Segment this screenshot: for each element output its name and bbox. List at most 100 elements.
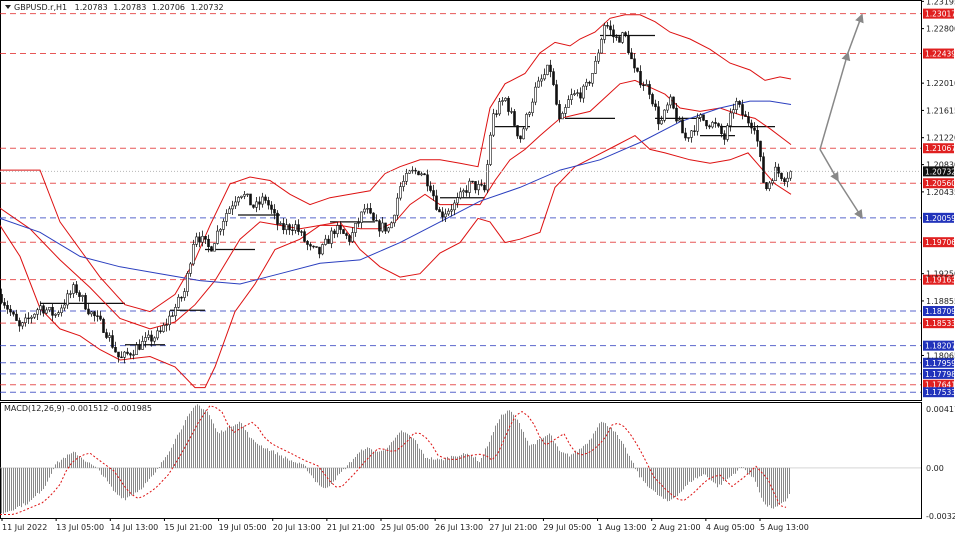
candle-body — [510, 111, 513, 113]
time-tick-label: 15 Jul 21:00 — [164, 523, 212, 532]
candle-body — [144, 337, 147, 342]
time-tick-label: 14 Jul 13:00 — [110, 523, 158, 532]
candle-body — [777, 166, 780, 174]
level-price-tag — [923, 274, 954, 285]
candle-body — [273, 209, 276, 214]
candle-body — [576, 92, 579, 94]
candle-body — [177, 296, 180, 308]
price-axis[interactable]: 1.23017 1.22439 1.21067 1.20560 1.20059 1.197… — [921, 0, 955, 398]
candle-body — [534, 86, 537, 103]
scenario-arrow-leg — [819, 149, 839, 182]
candle-body — [480, 184, 483, 186]
candle-body — [402, 180, 405, 187]
candle-body — [762, 156, 765, 183]
candle-body — [87, 308, 90, 315]
macd-axis[interactable]: 0.004176 0.00 -0.003224 — [926, 405, 955, 521]
candle-body — [654, 103, 657, 108]
candle-body — [669, 96, 672, 106]
candle-body — [147, 334, 150, 338]
candle-body — [81, 295, 84, 297]
candle-body — [348, 235, 351, 242]
candle-body — [15, 313, 18, 321]
ohlc-open: 1.20783 — [75, 3, 108, 12]
candle-body — [384, 222, 387, 232]
candle-body — [387, 227, 390, 232]
candle-body — [48, 306, 51, 311]
candle-body — [687, 137, 690, 139]
candle-body — [231, 205, 234, 210]
candle-body — [180, 296, 183, 299]
candle-body — [726, 125, 729, 140]
candle-body — [465, 190, 468, 193]
candle-body — [105, 332, 108, 338]
candle-body — [252, 204, 255, 208]
time-tick-label: 2 Aug 21:00 — [652, 523, 701, 532]
candle-body — [150, 334, 153, 342]
candle-body — [132, 354, 135, 356]
symbol-dropdown-icon[interactable] — [5, 5, 11, 9]
candle-body — [444, 213, 447, 218]
candle-body — [117, 351, 120, 358]
candle-body — [39, 305, 42, 311]
candle-body — [321, 244, 324, 255]
time-tick-label: 26 Jul 13:00 — [435, 523, 483, 532]
candle-body — [354, 222, 357, 233]
candle-body — [642, 84, 645, 87]
candle-body — [21, 322, 24, 327]
candle-body — [279, 223, 282, 225]
candle-body — [699, 114, 702, 118]
ohlc-low: 1.20706 — [152, 3, 185, 12]
level-price-tag — [923, 357, 954, 368]
candle-body — [435, 195, 438, 210]
candle-body — [399, 186, 402, 199]
candle-body — [729, 112, 732, 126]
candle-body — [504, 97, 507, 101]
candle-body — [51, 306, 54, 316]
candle-body — [483, 184, 486, 191]
candle-body — [426, 174, 429, 187]
candle-body — [789, 171, 792, 179]
candle-body — [264, 196, 267, 201]
symbol-label: GBPUSD.r,H1 — [14, 3, 67, 12]
price-tick-label: 1.23195 — [926, 0, 955, 6]
candle-body — [12, 311, 15, 315]
level-price-tag — [923, 340, 954, 351]
candle-body — [285, 224, 288, 231]
candle-body — [573, 93, 576, 95]
candle-body — [720, 125, 723, 135]
price-candles — [0, 20, 792, 364]
level-price-label: 1.18207 — [925, 342, 955, 351]
candle-body — [603, 25, 606, 40]
candle-body — [765, 182, 768, 190]
candle-body — [162, 324, 165, 332]
candle-body — [696, 117, 699, 132]
candle-body — [96, 315, 99, 317]
candle-body — [759, 140, 762, 158]
candle-body — [282, 223, 285, 231]
candle-body — [54, 313, 57, 316]
candle-body — [249, 193, 252, 206]
candle-body — [567, 99, 570, 108]
candle-body — [378, 220, 381, 232]
time-axis[interactable]: 11 Jul 2022 13 Jul 05:00 14 Jul 13:00 15 Ju… — [1, 518, 809, 532]
candle-body — [339, 225, 342, 230]
candle-body — [129, 353, 132, 356]
candle-body — [693, 130, 696, 132]
candle-body — [336, 225, 339, 235]
candle-body — [372, 212, 375, 221]
candle-body — [663, 109, 666, 121]
candle-body — [9, 308, 12, 313]
horizontal-levels — [0, 13, 921, 393]
level-price-tag — [923, 318, 954, 329]
candle-body — [201, 235, 204, 243]
level-price-tag — [923, 306, 954, 317]
bollinger-bands — [0, 14, 792, 389]
candle-body — [609, 25, 612, 31]
level-price-tag — [923, 212, 954, 223]
candle-body — [678, 119, 681, 122]
candle-body — [297, 224, 300, 232]
candle-body — [591, 73, 594, 84]
candle-body — [186, 273, 189, 292]
candle-body — [615, 36, 618, 38]
